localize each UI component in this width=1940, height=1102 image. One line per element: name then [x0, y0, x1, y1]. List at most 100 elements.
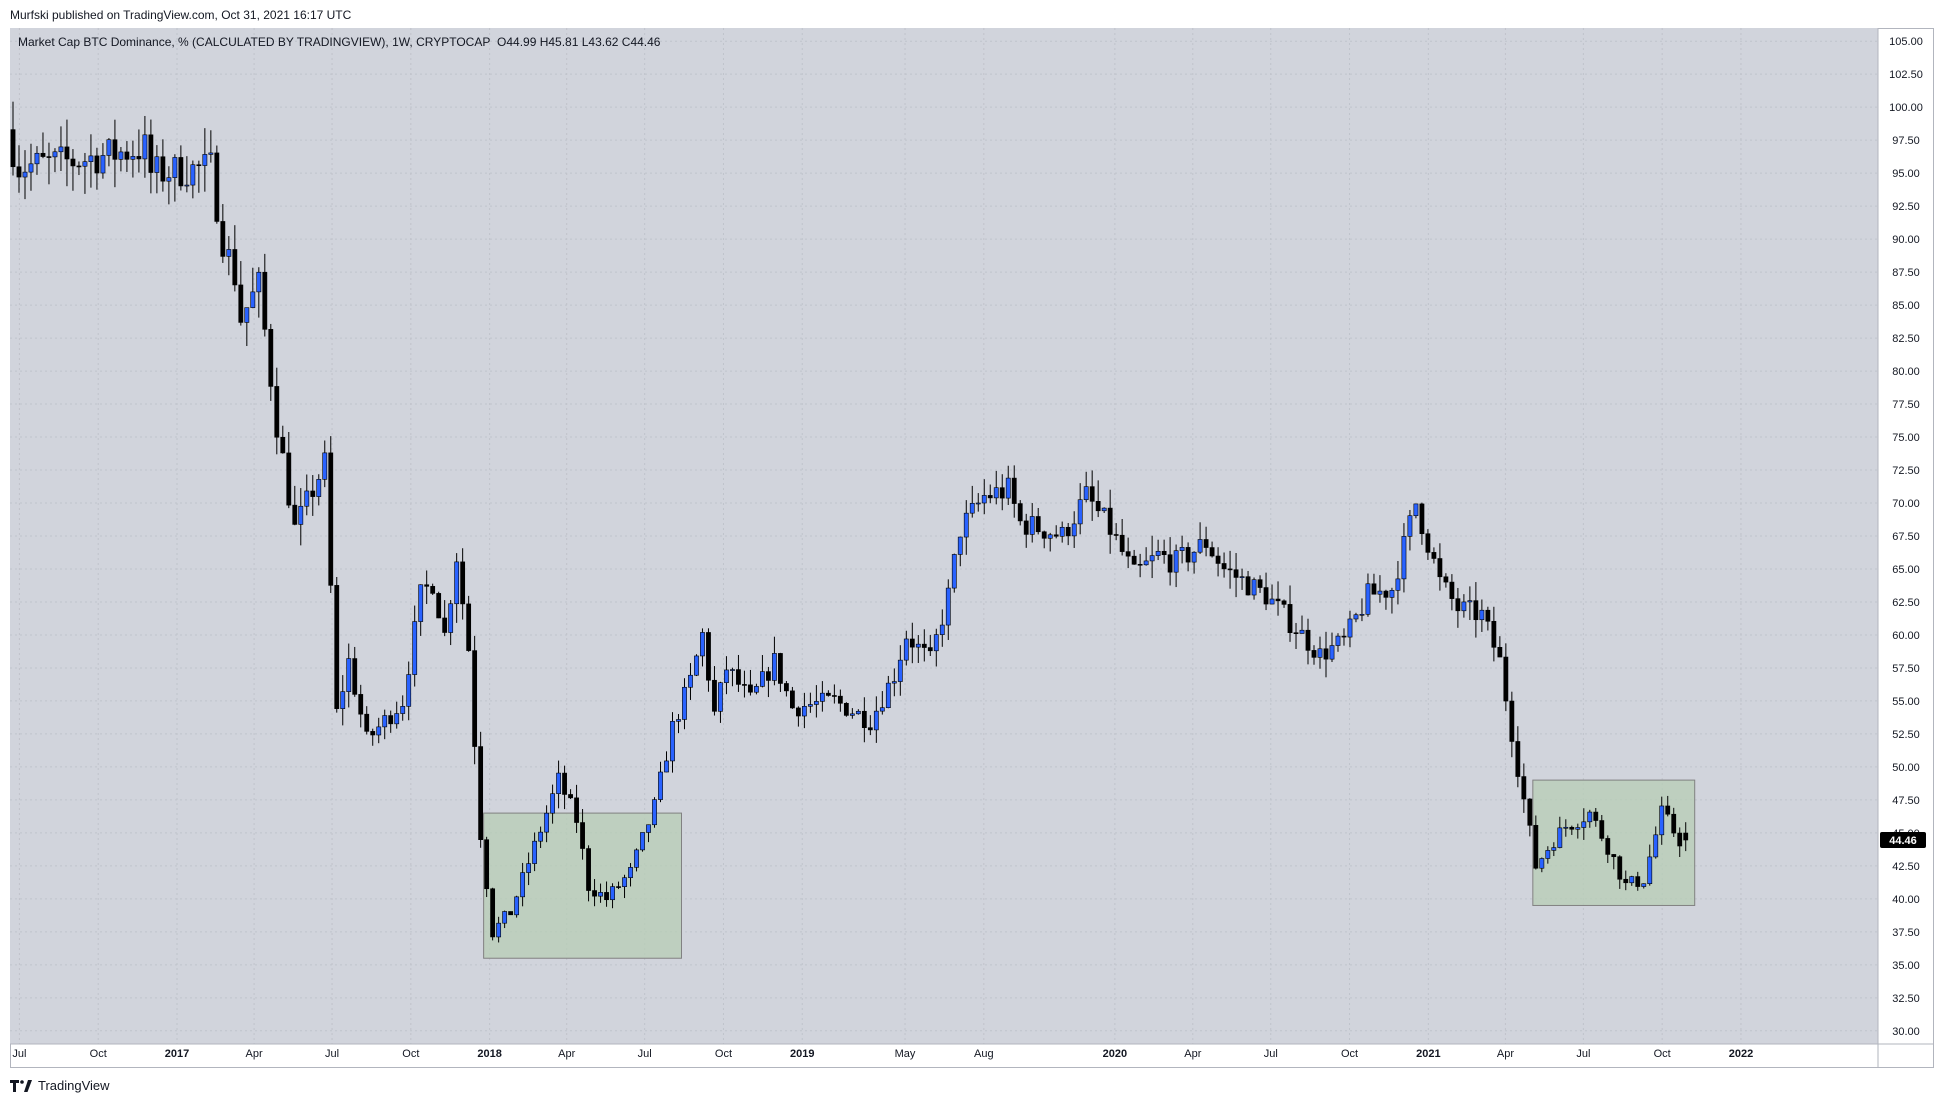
candle[interactable] [1569, 825, 1575, 835]
candle[interactable] [1035, 507, 1041, 535]
candle[interactable] [76, 161, 82, 176]
candle[interactable] [358, 684, 364, 728]
candle[interactable] [1665, 795, 1671, 817]
candle[interactable] [346, 643, 352, 708]
candle[interactable] [1029, 503, 1035, 543]
candle[interactable] [1479, 599, 1485, 632]
candle[interactable] [1047, 532, 1053, 552]
candle[interactable] [885, 675, 891, 709]
candle[interactable] [1659, 796, 1665, 845]
candle[interactable] [82, 152, 88, 194]
candle[interactable] [112, 119, 118, 188]
candle[interactable] [1227, 550, 1233, 589]
candle[interactable] [831, 684, 837, 704]
candle[interactable] [154, 145, 160, 194]
candle[interactable] [388, 710, 394, 733]
candle[interactable] [508, 911, 514, 916]
candle[interactable] [712, 666, 717, 716]
candle[interactable] [795, 706, 801, 727]
candle[interactable] [1443, 573, 1449, 588]
candle[interactable] [1551, 842, 1557, 857]
candle[interactable] [490, 887, 496, 941]
candle[interactable] [1131, 549, 1137, 565]
candle[interactable] [658, 761, 663, 803]
candle[interactable] [1011, 465, 1017, 518]
candle[interactable] [1275, 581, 1281, 616]
candle[interactable] [1263, 572, 1269, 611]
candle[interactable] [1101, 507, 1107, 513]
candle[interactable] [250, 267, 256, 309]
candle[interactable] [1437, 543, 1443, 591]
candle[interactable] [40, 132, 46, 159]
candle[interactable] [664, 751, 669, 773]
candle[interactable] [238, 261, 244, 326]
candle[interactable] [855, 709, 861, 715]
candle[interactable] [514, 895, 520, 918]
candle[interactable] [1299, 615, 1305, 634]
candle[interactable] [478, 731, 484, 848]
candle[interactable] [1197, 522, 1203, 554]
candle[interactable] [220, 204, 226, 263]
candle[interactable] [1671, 807, 1677, 838]
candle[interactable] [873, 696, 879, 743]
candle[interactable] [1683, 822, 1689, 852]
candle[interactable] [10, 101, 16, 176]
candle[interactable] [1155, 539, 1161, 561]
candle[interactable] [1647, 844, 1653, 886]
candle[interactable] [688, 663, 693, 700]
candle[interactable] [1305, 618, 1311, 665]
candle[interactable] [939, 609, 945, 647]
candle[interactable] [849, 708, 855, 719]
candle[interactable] [400, 695, 406, 721]
candle[interactable] [178, 145, 184, 191]
candle[interactable] [1323, 631, 1329, 678]
candle[interactable] [921, 629, 927, 662]
candle[interactable] [532, 832, 537, 872]
candle[interactable] [1077, 483, 1083, 535]
candle[interactable] [1407, 509, 1413, 551]
candle[interactable] [1167, 537, 1173, 586]
candle[interactable] [867, 715, 873, 736]
candle[interactable] [1359, 598, 1365, 622]
candle[interactable] [963, 500, 969, 555]
candle[interactable] [1383, 589, 1389, 610]
candle[interactable] [819, 681, 825, 712]
candle[interactable] [1599, 814, 1605, 842]
candle[interactable] [256, 267, 262, 318]
candle[interactable] [262, 253, 268, 337]
candle[interactable] [718, 681, 723, 723]
candle[interactable] [1581, 808, 1587, 840]
candle[interactable] [556, 760, 561, 809]
candle[interactable] [1497, 636, 1503, 658]
candle[interactable] [1161, 539, 1167, 564]
candle[interactable] [544, 805, 549, 843]
candle[interactable] [436, 591, 442, 619]
highlight-box[interactable] [1532, 779, 1696, 906]
candle[interactable] [550, 784, 555, 824]
candle[interactable] [981, 479, 987, 515]
candle[interactable] [1377, 575, 1383, 603]
candle[interactable] [1203, 526, 1209, 557]
candle[interactable] [370, 728, 376, 746]
candle[interactable] [1281, 599, 1287, 608]
candle[interactable] [1365, 573, 1371, 617]
candle[interactable] [418, 584, 424, 636]
candle[interactable] [682, 678, 687, 730]
candle[interactable] [1593, 807, 1599, 827]
candle[interactable] [136, 129, 142, 173]
candle[interactable] [244, 307, 250, 347]
candle[interactable] [172, 154, 178, 202]
candle[interactable] [628, 863, 633, 887]
candle[interactable] [1641, 883, 1647, 889]
candle[interactable] [1119, 519, 1125, 556]
candle[interactable] [484, 836, 490, 898]
candle[interactable] [46, 142, 52, 185]
candle[interactable] [52, 148, 58, 173]
candle[interactable] [1149, 535, 1155, 579]
candle[interactable] [202, 128, 208, 192]
candle[interactable] [1221, 552, 1227, 578]
candle[interactable] [1527, 798, 1533, 837]
candle[interactable] [742, 670, 747, 698]
candle[interactable] [1173, 544, 1179, 588]
candle[interactable] [778, 652, 783, 692]
